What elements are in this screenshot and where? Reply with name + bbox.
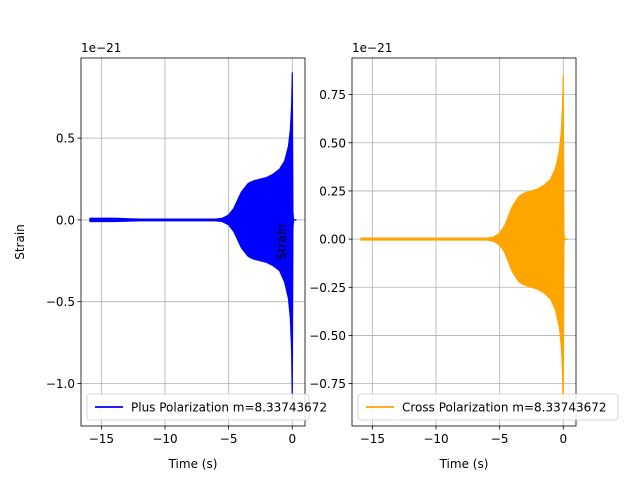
x-tick-label: −10: [152, 432, 177, 446]
y-tick-label: 0.00: [319, 233, 346, 247]
axes-frame: [80, 57, 306, 427]
y-tick-label: −0.75: [309, 377, 346, 391]
y-tick-label: 0.5: [56, 132, 75, 146]
plus-polarization-panel: −15 −10 −5 0 0.5 0.0 −0.5 −1.0 1e−21 Time (s) Stra…: [13, 41, 327, 471]
y-tick-label: −0.50: [309, 329, 346, 343]
y-tick-label: 0.50: [319, 136, 346, 150]
x-tick-label: −10: [423, 432, 448, 446]
y-tick-label: −0.25: [309, 281, 346, 295]
series-0-group: [89, 72, 297, 401]
legend-box: [357, 393, 619, 421]
y-tick-label: 0.0: [56, 213, 75, 227]
axis-offset-text: 1e−21: [352, 41, 392, 55]
axis-offset-text: 1e−21: [81, 41, 121, 55]
x-tick-label: −5: [491, 432, 509, 446]
y-tick-label: 0.75: [319, 88, 346, 102]
y-tick-label: −1.0: [46, 377, 75, 391]
x-axis-label: Time (s): [168, 457, 218, 471]
legend-label: Plus Polarization m=8.33743672: [131, 401, 327, 415]
x-tick-label: 0: [288, 432, 296, 446]
y-axis-label: Strain: [275, 224, 289, 260]
x-tick-label: −15: [360, 432, 385, 446]
cross-polarization-panel: −15 −10 −5 0 0.75 0.50 0.25 0.00 −0.25 −0.50 −0.75…: [275, 41, 619, 471]
x-tick-label: 0: [559, 432, 567, 446]
x-tick-label: −5: [220, 432, 238, 446]
y-axis-label: Strain: [13, 224, 27, 260]
axes-frame: [351, 57, 577, 427]
y-tick-label: 0.25: [319, 184, 346, 198]
y-tick-label: −0.5: [46, 295, 75, 309]
x-axis-label: Time (s): [439, 457, 489, 471]
legend-label: Cross Polarization m=8.33743672: [402, 401, 607, 415]
legend-box: [86, 393, 310, 421]
series-0-group: [360, 74, 568, 414]
x-tick-label: −15: [89, 432, 114, 446]
